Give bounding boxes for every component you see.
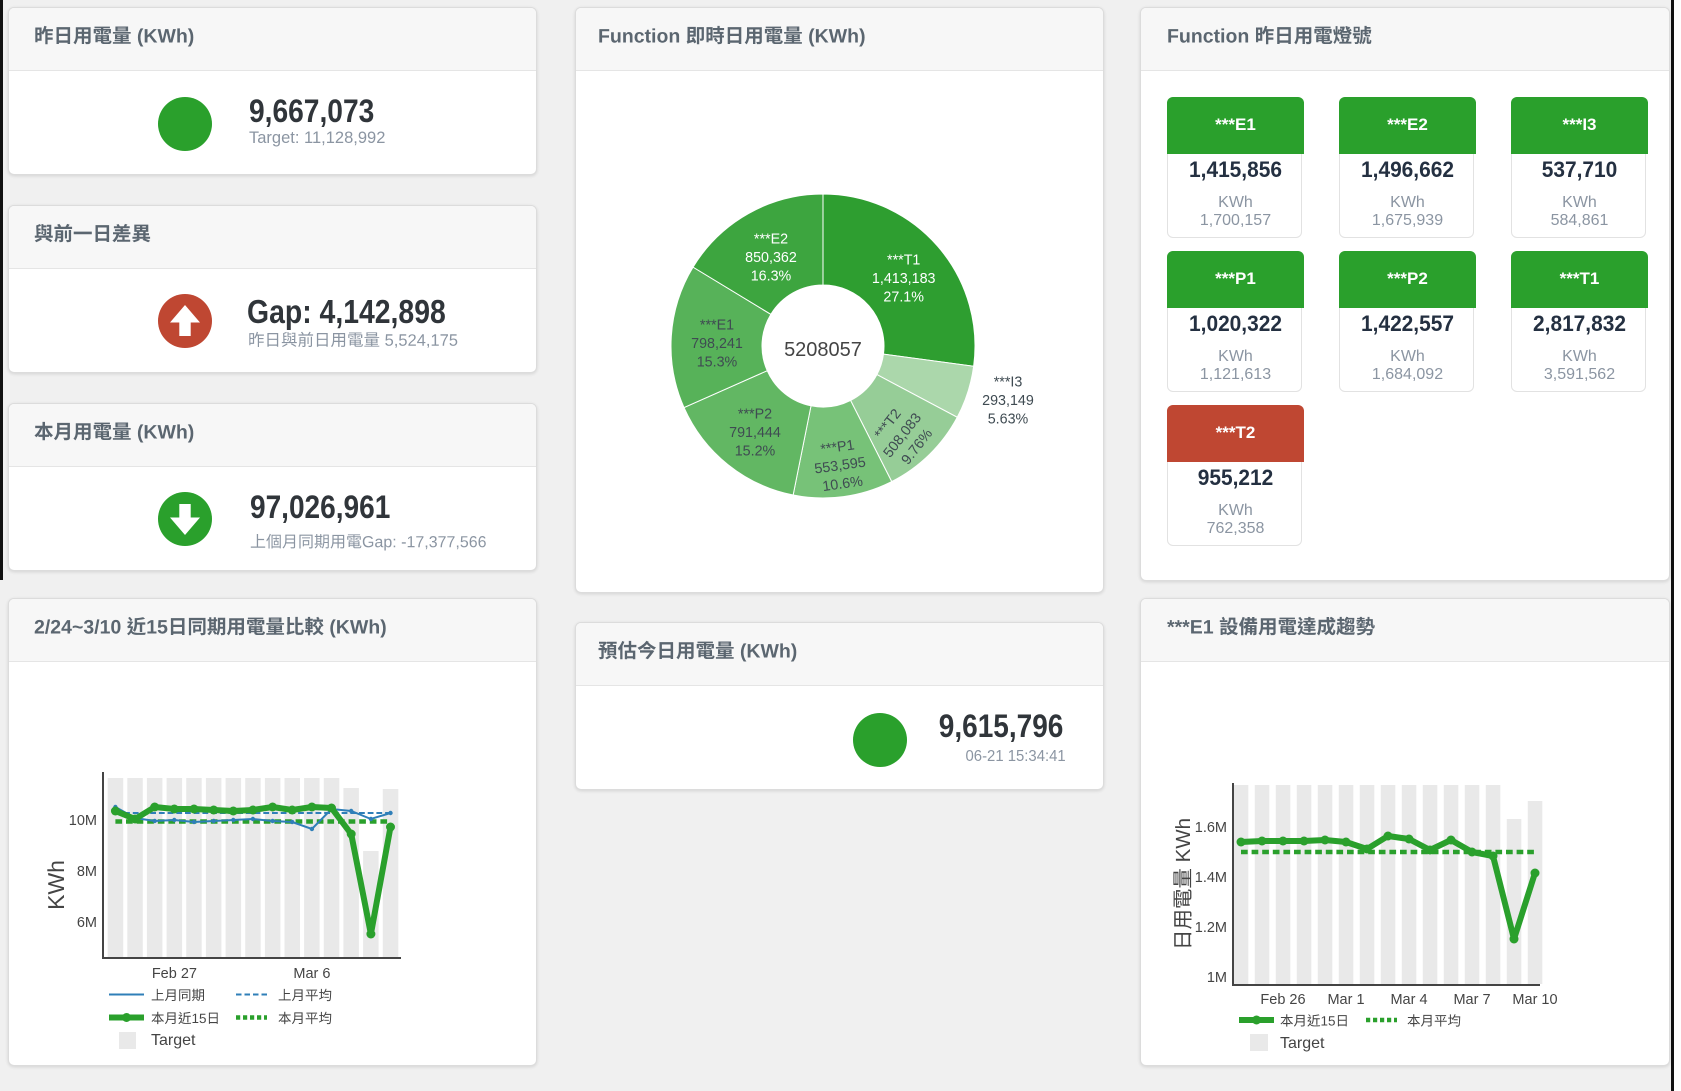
svg-text:798,241: 798,241 <box>691 336 743 352</box>
svg-text:***E2: ***E2 <box>754 232 788 248</box>
svg-text:Target: Target <box>151 1032 196 1049</box>
svg-text:1M: 1M <box>1207 970 1227 986</box>
svg-text:850,362: 850,362 <box>745 250 797 266</box>
svg-text:Mar 7: Mar 7 <box>1453 992 1490 1008</box>
svg-text:27.1%: 27.1% <box>883 290 924 306</box>
svg-text:Target: Target <box>1280 1035 1325 1052</box>
svg-text:16.3%: 16.3% <box>751 269 792 285</box>
svg-text:553,595: 553,595 <box>813 454 866 477</box>
svg-text:791,444: 791,444 <box>729 425 781 441</box>
svg-text:293,149: 293,149 <box>982 393 1034 409</box>
svg-text:Mar 6: Mar 6 <box>293 966 330 982</box>
svg-text:8M: 8M <box>77 864 97 880</box>
svg-text:Mar 10: Mar 10 <box>1512 992 1557 1008</box>
svg-text:10.6%: 10.6% <box>822 474 865 496</box>
svg-text:1.2M: 1.2M <box>1195 920 1227 936</box>
svg-text:15.2%: 15.2% <box>735 444 776 460</box>
svg-text:Feb 26: Feb 26 <box>1260 992 1305 1008</box>
svg-text:***P1: ***P1 <box>820 437 856 458</box>
svg-text:Mar 1: Mar 1 <box>1327 992 1364 1008</box>
svg-text:1.6M: 1.6M <box>1195 820 1227 836</box>
svg-text:Mar 4: Mar 4 <box>1390 992 1427 1008</box>
svg-text:1,413,183: 1,413,183 <box>872 271 936 287</box>
svg-text:15.3%: 15.3% <box>697 355 738 371</box>
svg-text:***P2: ***P2 <box>738 407 772 423</box>
svg-text:1.4M: 1.4M <box>1195 870 1227 886</box>
svg-text:***E1: ***E1 <box>700 318 734 334</box>
svg-text:5.63%: 5.63% <box>988 412 1029 428</box>
svg-text:***T1: ***T1 <box>887 253 920 269</box>
svg-text:***I3: ***I3 <box>994 375 1023 391</box>
svg-text:Feb 27: Feb 27 <box>152 966 197 982</box>
svg-text:10M: 10M <box>69 813 97 829</box>
svg-text:5208057: 5208057 <box>784 339 862 361</box>
svg-text:6M: 6M <box>77 915 97 931</box>
